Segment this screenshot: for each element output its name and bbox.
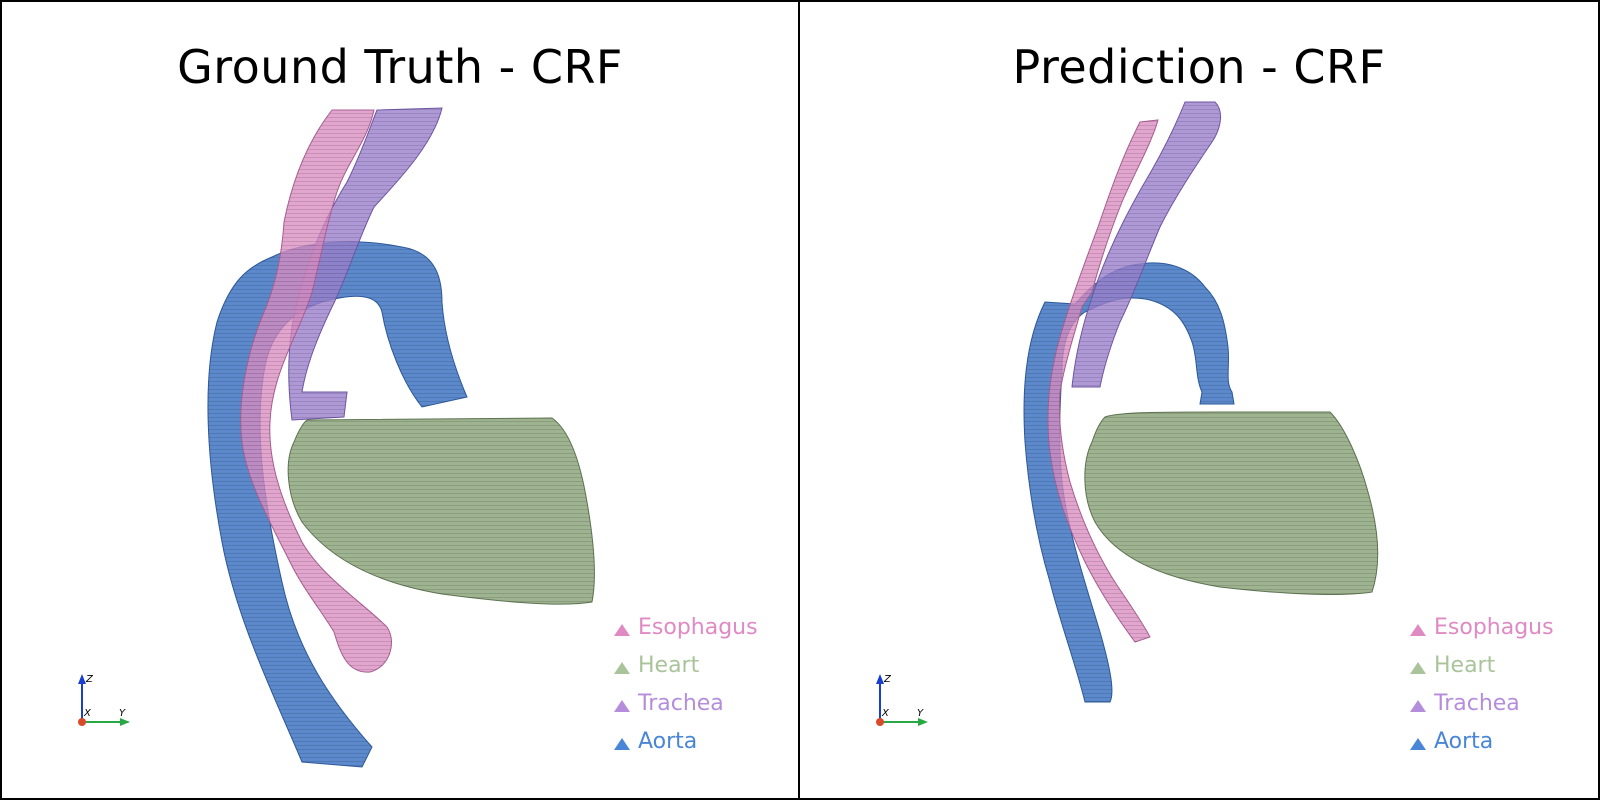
orientation-axes-widget: Z X Y [78, 674, 130, 726]
legend-label: Aorta [1434, 728, 1494, 754]
legend-item-esophagus: Esophagus [1410, 608, 1554, 646]
legend-label: Trachea [638, 690, 724, 716]
legend-triangle-icon [614, 738, 630, 750]
legend-label: Esophagus [638, 614, 758, 640]
axis-y-label: Y [917, 708, 924, 719]
legend-triangle-icon [1410, 624, 1426, 636]
axis-z-label: Z [85, 674, 94, 685]
panel-title: Ground Truth - CRF [177, 40, 623, 94]
legend-triangle-icon [614, 662, 630, 674]
axis-x-label: X [83, 708, 92, 719]
legend: Esophagus Heart Trachea Aorta [614, 608, 758, 760]
legend-label: Heart [638, 652, 700, 678]
legend-triangle-icon [614, 624, 630, 636]
legend-label: Aorta [638, 728, 698, 754]
legend: Esophagus Heart Trachea Aorta [1410, 608, 1554, 760]
legend-label: Trachea [1434, 690, 1520, 716]
orientation-axes-widget: Z X Y [876, 674, 928, 726]
legend-label: Esophagus [1434, 614, 1554, 640]
legend-item-esophagus: Esophagus [614, 608, 758, 646]
axis-z-label: Z [883, 674, 892, 685]
panel-title: Prediction - CRF [1012, 40, 1386, 94]
legend-triangle-icon [614, 700, 630, 712]
prediction-panel: Prediction - CRF Z X Y [800, 0, 1600, 800]
legend-item-trachea: Trachea [1410, 684, 1554, 722]
legend-item-aorta: Aorta [614, 722, 758, 760]
legend-triangle-icon [1410, 662, 1426, 674]
legend-triangle-icon [1410, 738, 1426, 750]
legend-label: Heart [1434, 652, 1496, 678]
legend-item-trachea: Trachea [614, 684, 758, 722]
ground-truth-3d-render[interactable]: Z X Y [2, 2, 800, 800]
ground-truth-panel: Ground Truth - CRF Z X Y [0, 0, 800, 800]
axis-y-label: Y [119, 708, 126, 719]
prediction-3d-render[interactable]: Z X Y [800, 2, 1600, 800]
legend-item-aorta: Aorta [1410, 722, 1554, 760]
legend-triangle-icon [1410, 700, 1426, 712]
legend-item-heart: Heart [614, 646, 758, 684]
legend-item-heart: Heart [1410, 646, 1554, 684]
axis-x-label: X [881, 708, 890, 719]
